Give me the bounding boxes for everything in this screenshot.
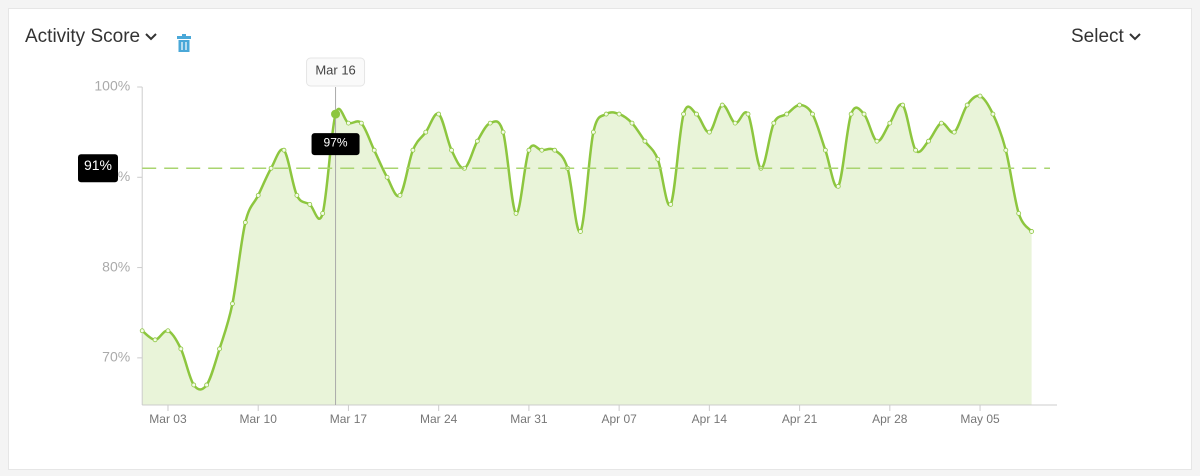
point — [539, 147, 545, 153]
point — [552, 147, 558, 153]
point — [642, 138, 648, 144]
line — [141, 94, 1033, 391]
point — [977, 93, 983, 99]
chevron — [145, 33, 158, 41]
point — [371, 147, 377, 153]
x-tick-label: Mar 31 — [510, 412, 548, 426]
x-tick-label: Apr 28 — [872, 412, 908, 426]
tooltip-date-box — [306, 57, 366, 87]
point — [655, 156, 661, 162]
point — [938, 120, 944, 126]
metric-dropdown[interactable]: Activity Score — [25, 26, 158, 48]
point — [719, 102, 725, 108]
point — [152, 337, 158, 343]
point — [217, 346, 222, 352]
trash-icon[interactable] — [176, 34, 194, 54]
point — [165, 328, 171, 334]
point — [358, 120, 364, 126]
point — [191, 382, 197, 388]
point — [242, 220, 248, 225]
point — [668, 201, 674, 207]
point — [526, 147, 532, 153]
point — [1029, 229, 1035, 234]
point — [1003, 147, 1009, 153]
average-badge — [78, 154, 118, 183]
point — [397, 192, 403, 198]
point — [681, 111, 686, 117]
chevron — [1129, 33, 1141, 41]
point — [513, 210, 519, 216]
point — [268, 165, 274, 171]
point — [745, 111, 751, 117]
point — [835, 183, 841, 189]
point — [590, 129, 596, 135]
point — [500, 129, 506, 135]
point — [204, 382, 210, 388]
point — [230, 301, 235, 307]
point — [900, 102, 906, 108]
point — [1016, 210, 1022, 216]
x-tick-label: May 05 — [960, 412, 1000, 426]
area — [142, 95, 1032, 405]
point — [706, 129, 712, 135]
point — [294, 192, 300, 198]
x-tick-label: Apr 07 — [601, 412, 637, 426]
point — [281, 147, 287, 153]
point — [848, 111, 854, 117]
point — [926, 138, 931, 144]
point — [771, 120, 777, 126]
point — [384, 174, 390, 180]
point — [874, 138, 880, 144]
point — [474, 138, 480, 144]
x-tick-label: Mar 03 — [149, 412, 187, 426]
y-tick-label: 100% — [94, 78, 130, 94]
x-tick-label: Mar 10 — [240, 412, 278, 426]
point — [178, 346, 184, 352]
point — [255, 192, 261, 198]
point — [603, 111, 609, 117]
point — [861, 111, 867, 117]
point — [964, 102, 970, 108]
point — [732, 120, 738, 126]
point — [449, 147, 454, 153]
point — [810, 111, 815, 117]
point — [436, 111, 442, 117]
point — [410, 147, 416, 153]
point — [487, 120, 493, 126]
point — [797, 102, 802, 108]
hover-point — [331, 109, 341, 119]
point — [822, 147, 828, 153]
point — [951, 129, 957, 135]
x-tick-label: Apr 21 — [782, 412, 818, 426]
point — [423, 129, 429, 135]
point — [913, 147, 918, 153]
point — [990, 111, 996, 117]
point — [307, 201, 313, 207]
point — [139, 328, 145, 334]
point — [629, 120, 635, 126]
tooltip-value-box — [311, 133, 360, 156]
tooltip-date: Mar 16 — [315, 62, 355, 77]
point — [887, 120, 893, 126]
point — [694, 111, 699, 117]
select-label: Select — [1071, 26, 1124, 47]
point — [616, 111, 622, 117]
x-tick-label: Mar 24 — [420, 412, 458, 426]
x-tick-label: Mar 17 — [330, 412, 368, 426]
point — [578, 229, 583, 234]
select-dropdown[interactable]: Select — [1071, 26, 1141, 48]
title: Activity Score — [25, 26, 141, 47]
point — [320, 210, 326, 216]
point — [784, 111, 790, 117]
x-tick-label: Apr 14 — [692, 412, 728, 426]
average-label: 91% — [84, 157, 112, 173]
tooltip-value: 97% — [324, 135, 348, 149]
y-tick-label: 70% — [102, 349, 130, 365]
point — [346, 120, 351, 126]
y-tick-label: 80% — [102, 258, 130, 274]
